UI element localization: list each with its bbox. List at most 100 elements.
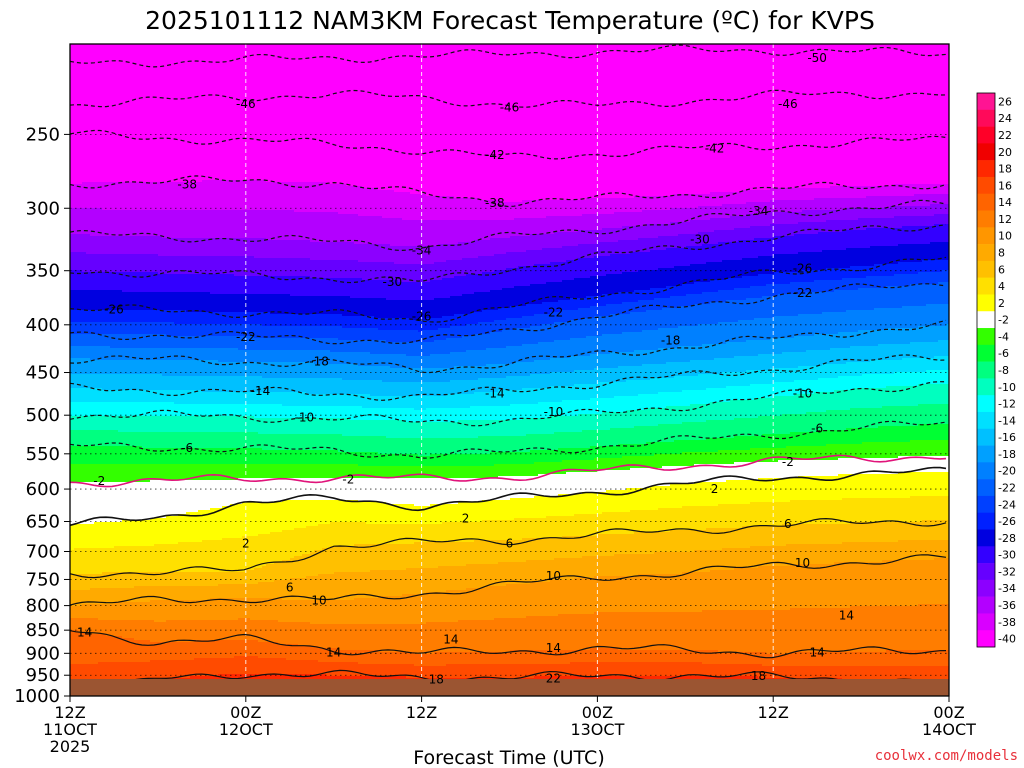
- fill-cell: [198, 390, 203, 405]
- fill-cell: [166, 464, 171, 481]
- fill-cell: [662, 308, 667, 329]
- fill-cell: [654, 486, 659, 511]
- fill-cell: [606, 490, 611, 513]
- fill-cell: [74, 430, 79, 447]
- fill-cell: [598, 214, 603, 231]
- fill-cell: [602, 458, 607, 471]
- fill-cell: [194, 658, 199, 677]
- fill-cell: [302, 314, 307, 327]
- fill-cell: [282, 338, 287, 351]
- fill-cell: [122, 432, 127, 447]
- fill-cell: [626, 470, 631, 489]
- fill-cell: [562, 200, 567, 217]
- fill-cell: [182, 620, 187, 643]
- fill-cell: [658, 612, 663, 651]
- fill-cell: [246, 570, 251, 585]
- fill-cell: [82, 44, 87, 183]
- fill-cell: [194, 512, 199, 543]
- fill-cell: [418, 396, 423, 411]
- fill-cell: [130, 446, 135, 465]
- fill-cell: [562, 460, 567, 475]
- fill-cell: [358, 216, 363, 245]
- fill-cell: [418, 194, 423, 221]
- fill-cell: [406, 220, 411, 247]
- fill-cell: [694, 530, 699, 551]
- fill-cell: [694, 452, 699, 465]
- fill-cell: [410, 624, 415, 653]
- fill-cell: [566, 536, 571, 559]
- fill-cell: [414, 382, 419, 397]
- fill-cell: [650, 250, 655, 271]
- fill-cell: [466, 542, 471, 565]
- fill-cell: [490, 564, 495, 587]
- fill-cell: [706, 232, 711, 245]
- fill-cell: [178, 360, 183, 377]
- fill-cell: [370, 502, 375, 525]
- fill-cell: [450, 316, 455, 327]
- fill-cell: [686, 530, 691, 553]
- fill-cell: [406, 264, 411, 283]
- fill-cell: [474, 564, 479, 589]
- fill-cell: [246, 464, 251, 479]
- fill-cell: [134, 272, 139, 293]
- fill-cell: [546, 314, 551, 325]
- fill-cell: [566, 216, 571, 233]
- fill-cell: [366, 524, 371, 545]
- fill-cell: [342, 184, 347, 215]
- fill-cell: [342, 260, 347, 279]
- fill-cell: [394, 218, 399, 247]
- fill-cell: [398, 478, 403, 505]
- fill-cell: [522, 328, 527, 345]
- fill-cell: [182, 480, 187, 515]
- fill-cell: [146, 464, 151, 483]
- fill-cell: [494, 618, 499, 653]
- fill-cell: [242, 238, 247, 257]
- fill-cell: [686, 484, 691, 507]
- fill-cell: [542, 664, 547, 677]
- fill-cell: [618, 576, 623, 613]
- fill-cell: [118, 572, 123, 589]
- fill-cell: [210, 432, 215, 449]
- fill-cell: [298, 660, 303, 675]
- fill-cell: [374, 328, 379, 341]
- fill-cell: [534, 344, 539, 361]
- fill-cell: [234, 464, 239, 481]
- fill-cell: [582, 514, 587, 537]
- fill-cell: [82, 182, 87, 209]
- fill-cell: [646, 270, 651, 291]
- fill-cell: [626, 428, 631, 445]
- fill-cell: [506, 268, 511, 289]
- fill-cell: [166, 620, 171, 643]
- fill-cell: [566, 400, 571, 417]
- fill-cell: [670, 208, 675, 223]
- fill-cell: [94, 322, 99, 335]
- fill-cell: [522, 650, 527, 665]
- fill-cell: [486, 272, 491, 293]
- fill-cell: [714, 262, 719, 281]
- fill-cell: [358, 522, 363, 545]
- fill-cell: [594, 414, 599, 431]
- fill-cell: [414, 542, 419, 569]
- fill-cell: [394, 280, 399, 301]
- fill-cell: [514, 362, 519, 377]
- fill-cell: [638, 574, 643, 613]
- fill-cell: [658, 328, 663, 349]
- fill-cell: [490, 420, 495, 437]
- fill-cell: [402, 624, 407, 653]
- fill-cell: [402, 354, 407, 369]
- fill-cell: [586, 514, 591, 537]
- fill-cell: [462, 438, 467, 455]
- fill-cell: [614, 412, 619, 429]
- fill-cell: [558, 516, 563, 539]
- fill-cell: [382, 664, 387, 677]
- fill-cell: [710, 528, 715, 551]
- fill-cell: [254, 312, 259, 325]
- fill-cell: [542, 462, 547, 475]
- fill-cell: [498, 452, 503, 465]
- fill-cell: [402, 282, 407, 301]
- fill-cell: [158, 348, 163, 361]
- fill-cell: [538, 304, 543, 315]
- fill-cell: [170, 256, 175, 275]
- fill-cell: [518, 266, 523, 287]
- fill-cell: [270, 642, 275, 659]
